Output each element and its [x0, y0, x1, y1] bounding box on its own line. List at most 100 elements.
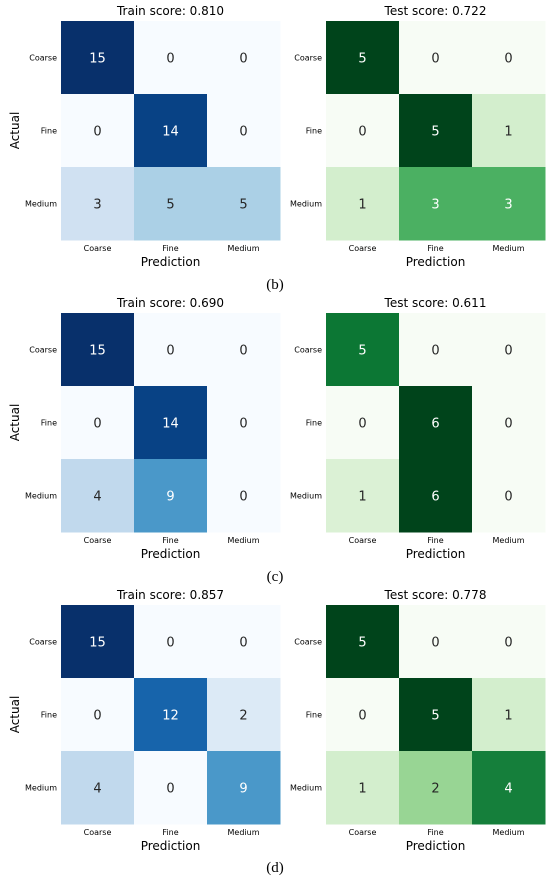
x-tick-label: Coarse: [349, 536, 377, 545]
cell-value: 14: [162, 125, 179, 140]
heatmap-cell: [472, 678, 546, 752]
heatmap-cell: [207, 678, 281, 752]
cell-value: 1: [358, 782, 366, 797]
cell-value: 9: [239, 782, 247, 797]
heatmap-cell: [399, 386, 473, 460]
cell-value: 2: [239, 709, 247, 724]
cell-value: 12: [162, 709, 179, 724]
chart-title: Train score: 0.810: [116, 4, 224, 18]
cell-value: 1: [504, 125, 512, 140]
y-tick-label: Coarse: [294, 638, 322, 647]
heatmap-cell: [61, 678, 135, 752]
y-tick-label: Coarse: [29, 638, 57, 647]
chart-title: Train score: 0.690: [116, 296, 224, 310]
heatmap-cell: [399, 21, 473, 95]
heatmap-cell: [61, 313, 135, 387]
cell-value: 0: [239, 490, 247, 505]
cell-value: 1: [358, 490, 366, 505]
cell-value: 0: [93, 709, 101, 724]
y-tick-label: Medium: [25, 492, 57, 501]
y-tick-label: Medium: [25, 200, 57, 209]
heatmap-cell: [61, 605, 135, 679]
heatmap-cell: [61, 21, 135, 95]
cell-value: 0: [504, 417, 512, 432]
y-tick-label: Fine: [306, 127, 322, 136]
cell-value: 1: [504, 709, 512, 724]
heatmap-cell: [207, 21, 281, 95]
x-tick-label: Medium: [493, 244, 525, 253]
cell-value: 3: [504, 198, 512, 213]
y-tick-label: Fine: [306, 711, 322, 720]
y-tick-label: Fine: [41, 127, 57, 136]
cell-value: 3: [431, 198, 439, 213]
x-tick-label: Coarse: [84, 244, 112, 253]
y-tick-label: Fine: [306, 419, 322, 428]
heatmap-cell: [134, 751, 208, 825]
x-tick-label: Coarse: [349, 244, 377, 253]
cell-value: 4: [93, 490, 101, 505]
cell-value: 14: [162, 417, 179, 432]
heatmap-cell: [207, 751, 281, 825]
cell-value: 2: [431, 782, 439, 797]
cell-value: 4: [504, 782, 512, 797]
x-tick-label: Fine: [427, 828, 443, 837]
heatmap-cell: [472, 21, 546, 95]
heatmap-cell: [326, 167, 400, 241]
heatmap-cell: [472, 313, 546, 387]
heatmap-cell: [134, 313, 208, 387]
x-tick-label: Medium: [228, 536, 260, 545]
heatmap-cell: [326, 94, 400, 168]
heatmap-cell: [207, 605, 281, 679]
cell-value: 15: [89, 636, 106, 651]
cell-value: 0: [166, 344, 174, 359]
cell-value: 0: [504, 490, 512, 505]
cell-value: 0: [166, 782, 174, 797]
y-tick-label: Medium: [290, 492, 322, 501]
chart-title: Test score: 0.611: [384, 296, 487, 310]
x-tick-label: Coarse: [349, 828, 377, 837]
cell-value: 0: [93, 125, 101, 140]
heatmap-cell: [399, 605, 473, 679]
heatmap-cell: [326, 751, 400, 825]
heatmap-cell: [399, 313, 473, 387]
heatmap-cell: [399, 678, 473, 752]
y-tick-label: Fine: [41, 419, 57, 428]
heatmap-cell: [134, 605, 208, 679]
heatmap-cell: [326, 678, 400, 752]
x-axis-label: Prediction: [141, 839, 201, 853]
x-axis-label: Prediction: [406, 255, 466, 269]
x-tick-label: Fine: [427, 244, 443, 253]
cell-value: 15: [89, 52, 106, 67]
cell-value: 0: [239, 52, 247, 67]
cell-value: 0: [358, 125, 366, 140]
cell-value: 0: [431, 636, 439, 651]
cell-value: 5: [358, 52, 366, 67]
heatmap-cell: [61, 459, 135, 533]
cell-value: 0: [239, 344, 247, 359]
cell-value: 15: [89, 344, 106, 359]
heatmap-cell: [472, 94, 546, 168]
x-tick-label: Fine: [162, 536, 178, 545]
heatmap-cell: [326, 459, 400, 533]
y-tick-label: Coarse: [294, 346, 322, 355]
cell-value: 1: [358, 198, 366, 213]
x-tick-label: Fine: [162, 828, 178, 837]
heatmap-cell: [472, 386, 546, 460]
heatmap-cell: [326, 605, 400, 679]
cell-value: 6: [431, 417, 439, 432]
chart-title: Test score: 0.778: [384, 588, 487, 602]
x-tick-label: Fine: [162, 244, 178, 253]
heatmap-cell: [134, 21, 208, 95]
x-tick-label: Medium: [228, 244, 260, 253]
x-tick-label: Coarse: [84, 536, 112, 545]
cell-value: 0: [431, 344, 439, 359]
x-axis-label: Prediction: [141, 255, 201, 269]
heatmap-cell: [399, 459, 473, 533]
heatmap-cell: [326, 386, 400, 460]
heatmap-cell: [472, 167, 546, 241]
y-tick-label: Medium: [290, 200, 322, 209]
cell-value: 5: [358, 344, 366, 359]
cell-value: 0: [358, 709, 366, 724]
x-tick-label: Medium: [228, 828, 260, 837]
